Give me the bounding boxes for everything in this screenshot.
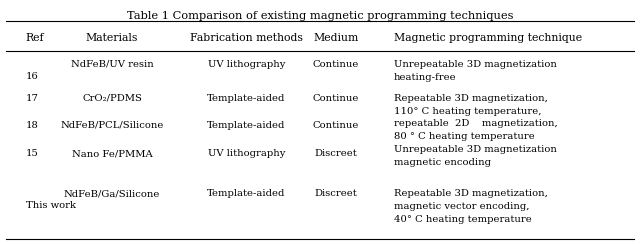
Text: Template-aided: Template-aided	[207, 94, 285, 103]
Text: Unrepeatable 3D magnetization: Unrepeatable 3D magnetization	[394, 60, 556, 69]
Text: 15: 15	[26, 149, 38, 158]
Text: Table 1 Comparison of existing magnetic programming techniques: Table 1 Comparison of existing magnetic …	[127, 11, 513, 21]
Text: Continue: Continue	[313, 121, 359, 130]
Text: Discreet: Discreet	[315, 189, 357, 198]
Text: Materials: Materials	[86, 33, 138, 43]
Text: Template-aided: Template-aided	[207, 189, 285, 198]
Text: magnetic encoding: magnetic encoding	[394, 158, 491, 167]
Text: Template-aided: Template-aided	[207, 121, 285, 130]
Text: This work: This work	[26, 201, 76, 210]
Text: magnetic vector encoding,: magnetic vector encoding,	[394, 202, 529, 211]
Text: Continue: Continue	[313, 60, 359, 69]
Text: Continue: Continue	[313, 94, 359, 103]
Text: Repeatable 3D magnetization,: Repeatable 3D magnetization,	[394, 94, 547, 103]
Text: Magnetic programming technique: Magnetic programming technique	[394, 33, 582, 43]
Text: repeatable  2D    magnetization,: repeatable 2D magnetization,	[394, 119, 557, 128]
Text: UV lithography: UV lithography	[208, 149, 285, 158]
Text: Discreet: Discreet	[315, 149, 357, 158]
Text: Unrepeatable 3D magnetization: Unrepeatable 3D magnetization	[394, 145, 556, 154]
Text: 17: 17	[26, 94, 38, 103]
Text: 18: 18	[26, 121, 38, 130]
Text: NdFeB/PCL/Silicone: NdFeB/PCL/Silicone	[60, 121, 164, 130]
Text: 110° C heating temperature,: 110° C heating temperature,	[394, 107, 541, 116]
Text: UV lithography: UV lithography	[208, 60, 285, 69]
Text: 16: 16	[26, 72, 38, 81]
Text: NdFeB/UV resin: NdFeB/UV resin	[70, 60, 154, 69]
Text: CrO₂/PDMS: CrO₂/PDMS	[82, 94, 142, 103]
Text: 40° C heating temperature: 40° C heating temperature	[394, 215, 531, 224]
Text: 80 ° C heating temperature: 80 ° C heating temperature	[394, 132, 534, 142]
Text: Medium: Medium	[314, 33, 358, 43]
Text: Fabrication methods: Fabrication methods	[190, 33, 303, 43]
Text: NdFeB/Ga/Silicone: NdFeB/Ga/Silicone	[64, 189, 160, 198]
Text: Nano Fe/PMMA: Nano Fe/PMMA	[72, 149, 152, 158]
Text: Ref: Ref	[26, 33, 44, 43]
Text: Repeatable 3D magnetization,: Repeatable 3D magnetization,	[394, 189, 547, 198]
Text: heating-free: heating-free	[394, 73, 456, 82]
